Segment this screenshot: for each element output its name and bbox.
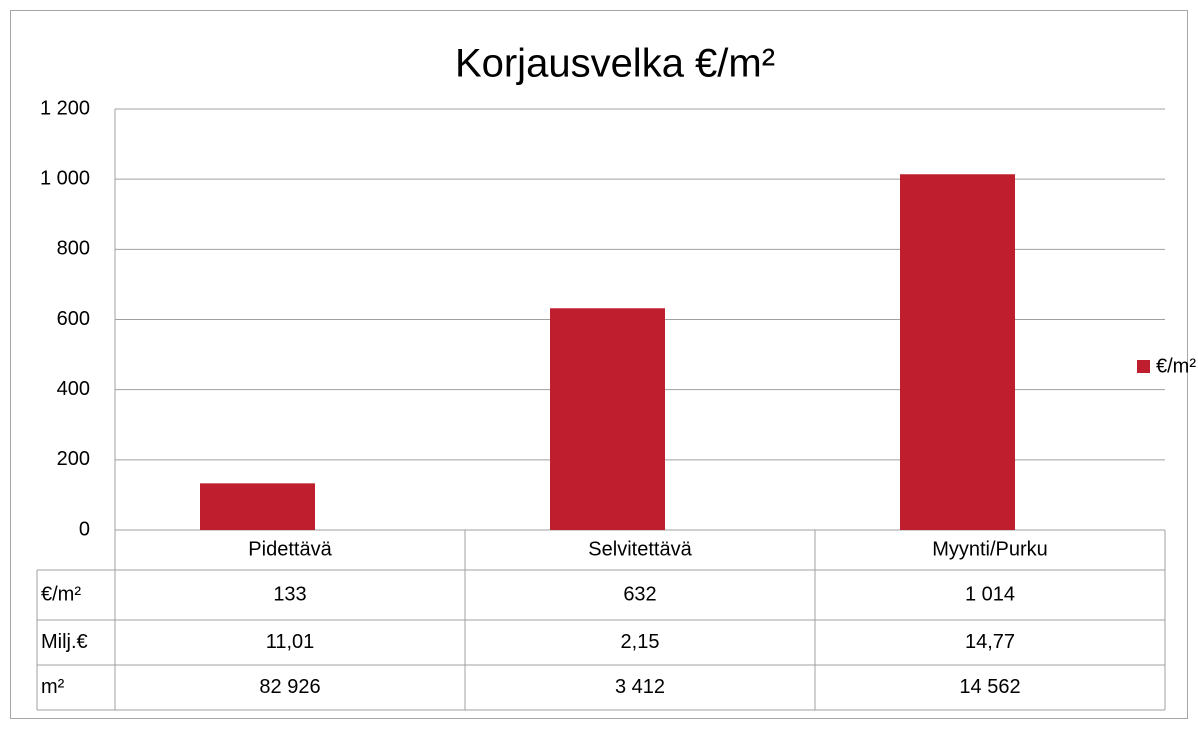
table-cell: 632 — [623, 583, 656, 605]
y-tick-label: 600 — [57, 308, 90, 330]
chart-title: Korjausvelka €/m² — [455, 42, 775, 86]
table-cell: 82 926 — [259, 676, 320, 698]
y-tick-label: 1 200 — [40, 97, 90, 119]
table-cell: 1 014 — [965, 583, 1015, 605]
table-cell: 14,77 — [965, 631, 1015, 653]
bar — [900, 174, 1015, 530]
table-row-label: €/m² — [41, 583, 81, 605]
bar — [550, 308, 665, 530]
table-cell: 11,01 — [266, 631, 315, 653]
table-row-label: Milj.€ — [41, 631, 88, 653]
table-cell: 2,15 — [621, 631, 660, 653]
y-tick-label: 200 — [57, 448, 90, 470]
x-tick-label: Selvitettävä — [588, 538, 692, 560]
y-tick-label: 800 — [57, 238, 90, 260]
legend-swatch — [1137, 360, 1150, 373]
x-tick-label: Myynti/Purku — [932, 538, 1048, 560]
table-cell: 133 — [273, 583, 306, 605]
y-tick-label: 0 — [79, 518, 90, 540]
bar — [200, 483, 315, 530]
y-tick-label: 400 — [57, 378, 90, 400]
legend-label: €/m² — [1156, 355, 1196, 377]
y-tick-label: 1 000 — [40, 167, 90, 189]
x-tick-label: Pidettävä — [248, 538, 332, 560]
table-cell: 3 412 — [615, 676, 665, 698]
table-cell: 14 562 — [959, 676, 1020, 698]
table-row-label: m² — [41, 676, 65, 698]
